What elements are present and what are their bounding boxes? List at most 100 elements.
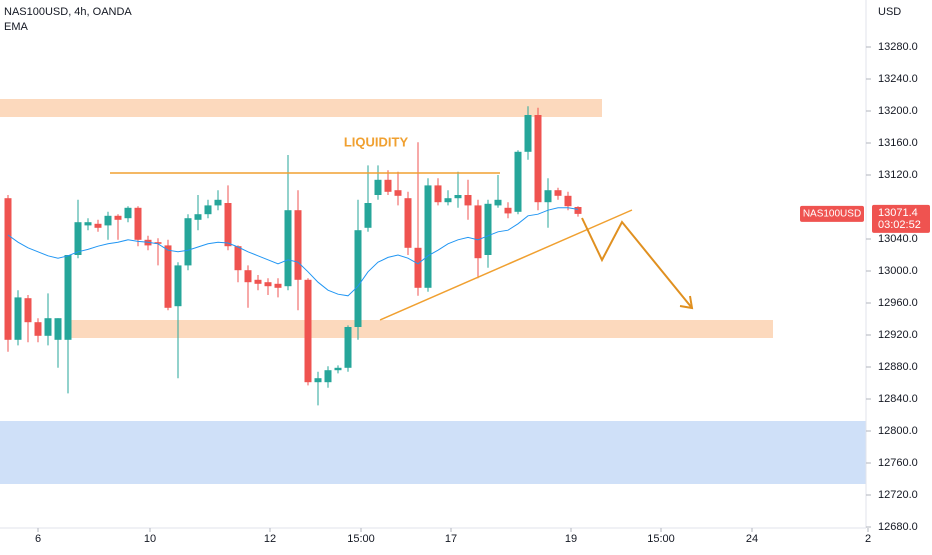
trend-line <box>379 209 633 321</box>
y-tick-label: 13280.0 <box>878 41 918 53</box>
candle-body <box>94 223 102 228</box>
x-tick-label: 10 <box>144 533 156 545</box>
candle-body <box>54 318 62 340</box>
candle-body <box>404 198 412 248</box>
price-countdown: 03:02:52 <box>878 219 921 231</box>
zones <box>0 99 866 484</box>
candle-body <box>134 207 142 240</box>
y-tick-label: 13120.0 <box>878 169 918 181</box>
candle-body <box>274 283 282 288</box>
candle-body <box>344 327 352 368</box>
y-tick-label: 12840.0 <box>878 393 918 405</box>
y-tick-label: 12800.0 <box>878 425 918 437</box>
candle-body <box>314 378 322 383</box>
candle-body <box>124 207 132 219</box>
x-tick-label: 19 <box>565 533 577 545</box>
candle-body <box>564 195 572 207</box>
candle-body <box>74 222 82 255</box>
candle-body <box>64 255 72 340</box>
candle-body <box>364 203 372 228</box>
candle-body <box>244 270 252 283</box>
candle-body <box>84 222 92 226</box>
x-tick-label: 24 <box>746 533 758 545</box>
y-tick-label: 12880.0 <box>878 361 918 373</box>
candle-body <box>514 151 522 212</box>
candle-body <box>234 246 242 271</box>
candle-body <box>414 247 422 288</box>
candle-body <box>534 115 542 203</box>
arrow-head <box>679 295 694 310</box>
candle-body <box>574 207 582 214</box>
y-tick-label: 13000.0 <box>878 265 918 277</box>
candle-body <box>114 215 122 220</box>
x-tick-label: 2 <box>865 533 871 545</box>
candle-body <box>34 322 42 336</box>
y-tick-label: 12960.0 <box>878 297 918 309</box>
demand-zone <box>0 421 866 484</box>
candle-body <box>474 205 482 259</box>
y-tick-label: 13240.0 <box>878 73 918 85</box>
y-tick-label: 12680.0 <box>878 521 918 533</box>
candle-body <box>254 279 262 284</box>
supply-zone <box>0 99 602 117</box>
candle-body <box>4 198 12 340</box>
candle-body <box>424 185 432 288</box>
candle-body <box>504 207 512 214</box>
candle-body <box>484 203 492 255</box>
candle-body <box>264 282 272 287</box>
candle-body <box>194 214 202 220</box>
candle-body <box>394 190 402 196</box>
annotation: LIQUIDITY <box>344 134 409 149</box>
support-zone <box>70 320 773 338</box>
projection-arrow <box>581 217 693 309</box>
candle-body <box>554 190 562 196</box>
candle-body <box>384 179 392 192</box>
x-tick-label: 12 <box>264 533 276 545</box>
x-tick-label: 17 <box>445 533 457 545</box>
candle-body <box>304 279 312 383</box>
candle-body <box>444 198 452 203</box>
candle-body <box>204 205 212 215</box>
candle-body <box>14 297 22 340</box>
plot <box>4 106 582 406</box>
candle-body <box>454 195 462 199</box>
candle-body <box>214 199 222 206</box>
y-tick-label: 12920.0 <box>878 329 918 341</box>
chart-title: NAS100USD, 4h, OANDA <box>4 6 132 18</box>
candle-body <box>324 370 332 383</box>
y-tick-label: 13040.0 <box>878 233 918 245</box>
y-tick-label: 12720.0 <box>878 489 918 501</box>
ema-line <box>7 207 579 297</box>
candle-body <box>374 179 382 195</box>
candle-body <box>434 185 442 203</box>
candle-body <box>544 190 552 203</box>
candle-body <box>154 242 162 244</box>
candle-body <box>494 199 502 206</box>
candle-body <box>464 195 472 206</box>
candle-body <box>284 210 292 287</box>
candle-body <box>294 210 302 280</box>
y-tick-label: 12760.0 <box>878 457 918 469</box>
candle-body <box>524 115 532 152</box>
x-tick-label: 15:00 <box>647 533 675 545</box>
y-tick-label: 13160.0 <box>878 137 918 149</box>
candle-body <box>224 203 232 247</box>
candle-body <box>184 218 192 266</box>
y-tick-label: 13200.0 <box>878 105 918 117</box>
candle-body <box>164 245 172 308</box>
drawings <box>110 172 694 321</box>
legend-entry: EMA <box>4 21 29 33</box>
candle-body <box>24 298 32 323</box>
x-tick-label: 6 <box>35 533 41 545</box>
candle-body <box>334 367 342 371</box>
price-name: NAS100USD <box>803 209 861 220</box>
price-box <box>872 204 930 233</box>
candle-body <box>104 215 112 226</box>
price-value: 13071.4 <box>878 207 918 219</box>
candle-body <box>44 318 52 336</box>
x-tick-label: 15:00 <box>347 533 375 545</box>
candle-body <box>354 230 362 327</box>
candle-body <box>174 265 182 307</box>
price-name-box <box>800 205 864 222</box>
